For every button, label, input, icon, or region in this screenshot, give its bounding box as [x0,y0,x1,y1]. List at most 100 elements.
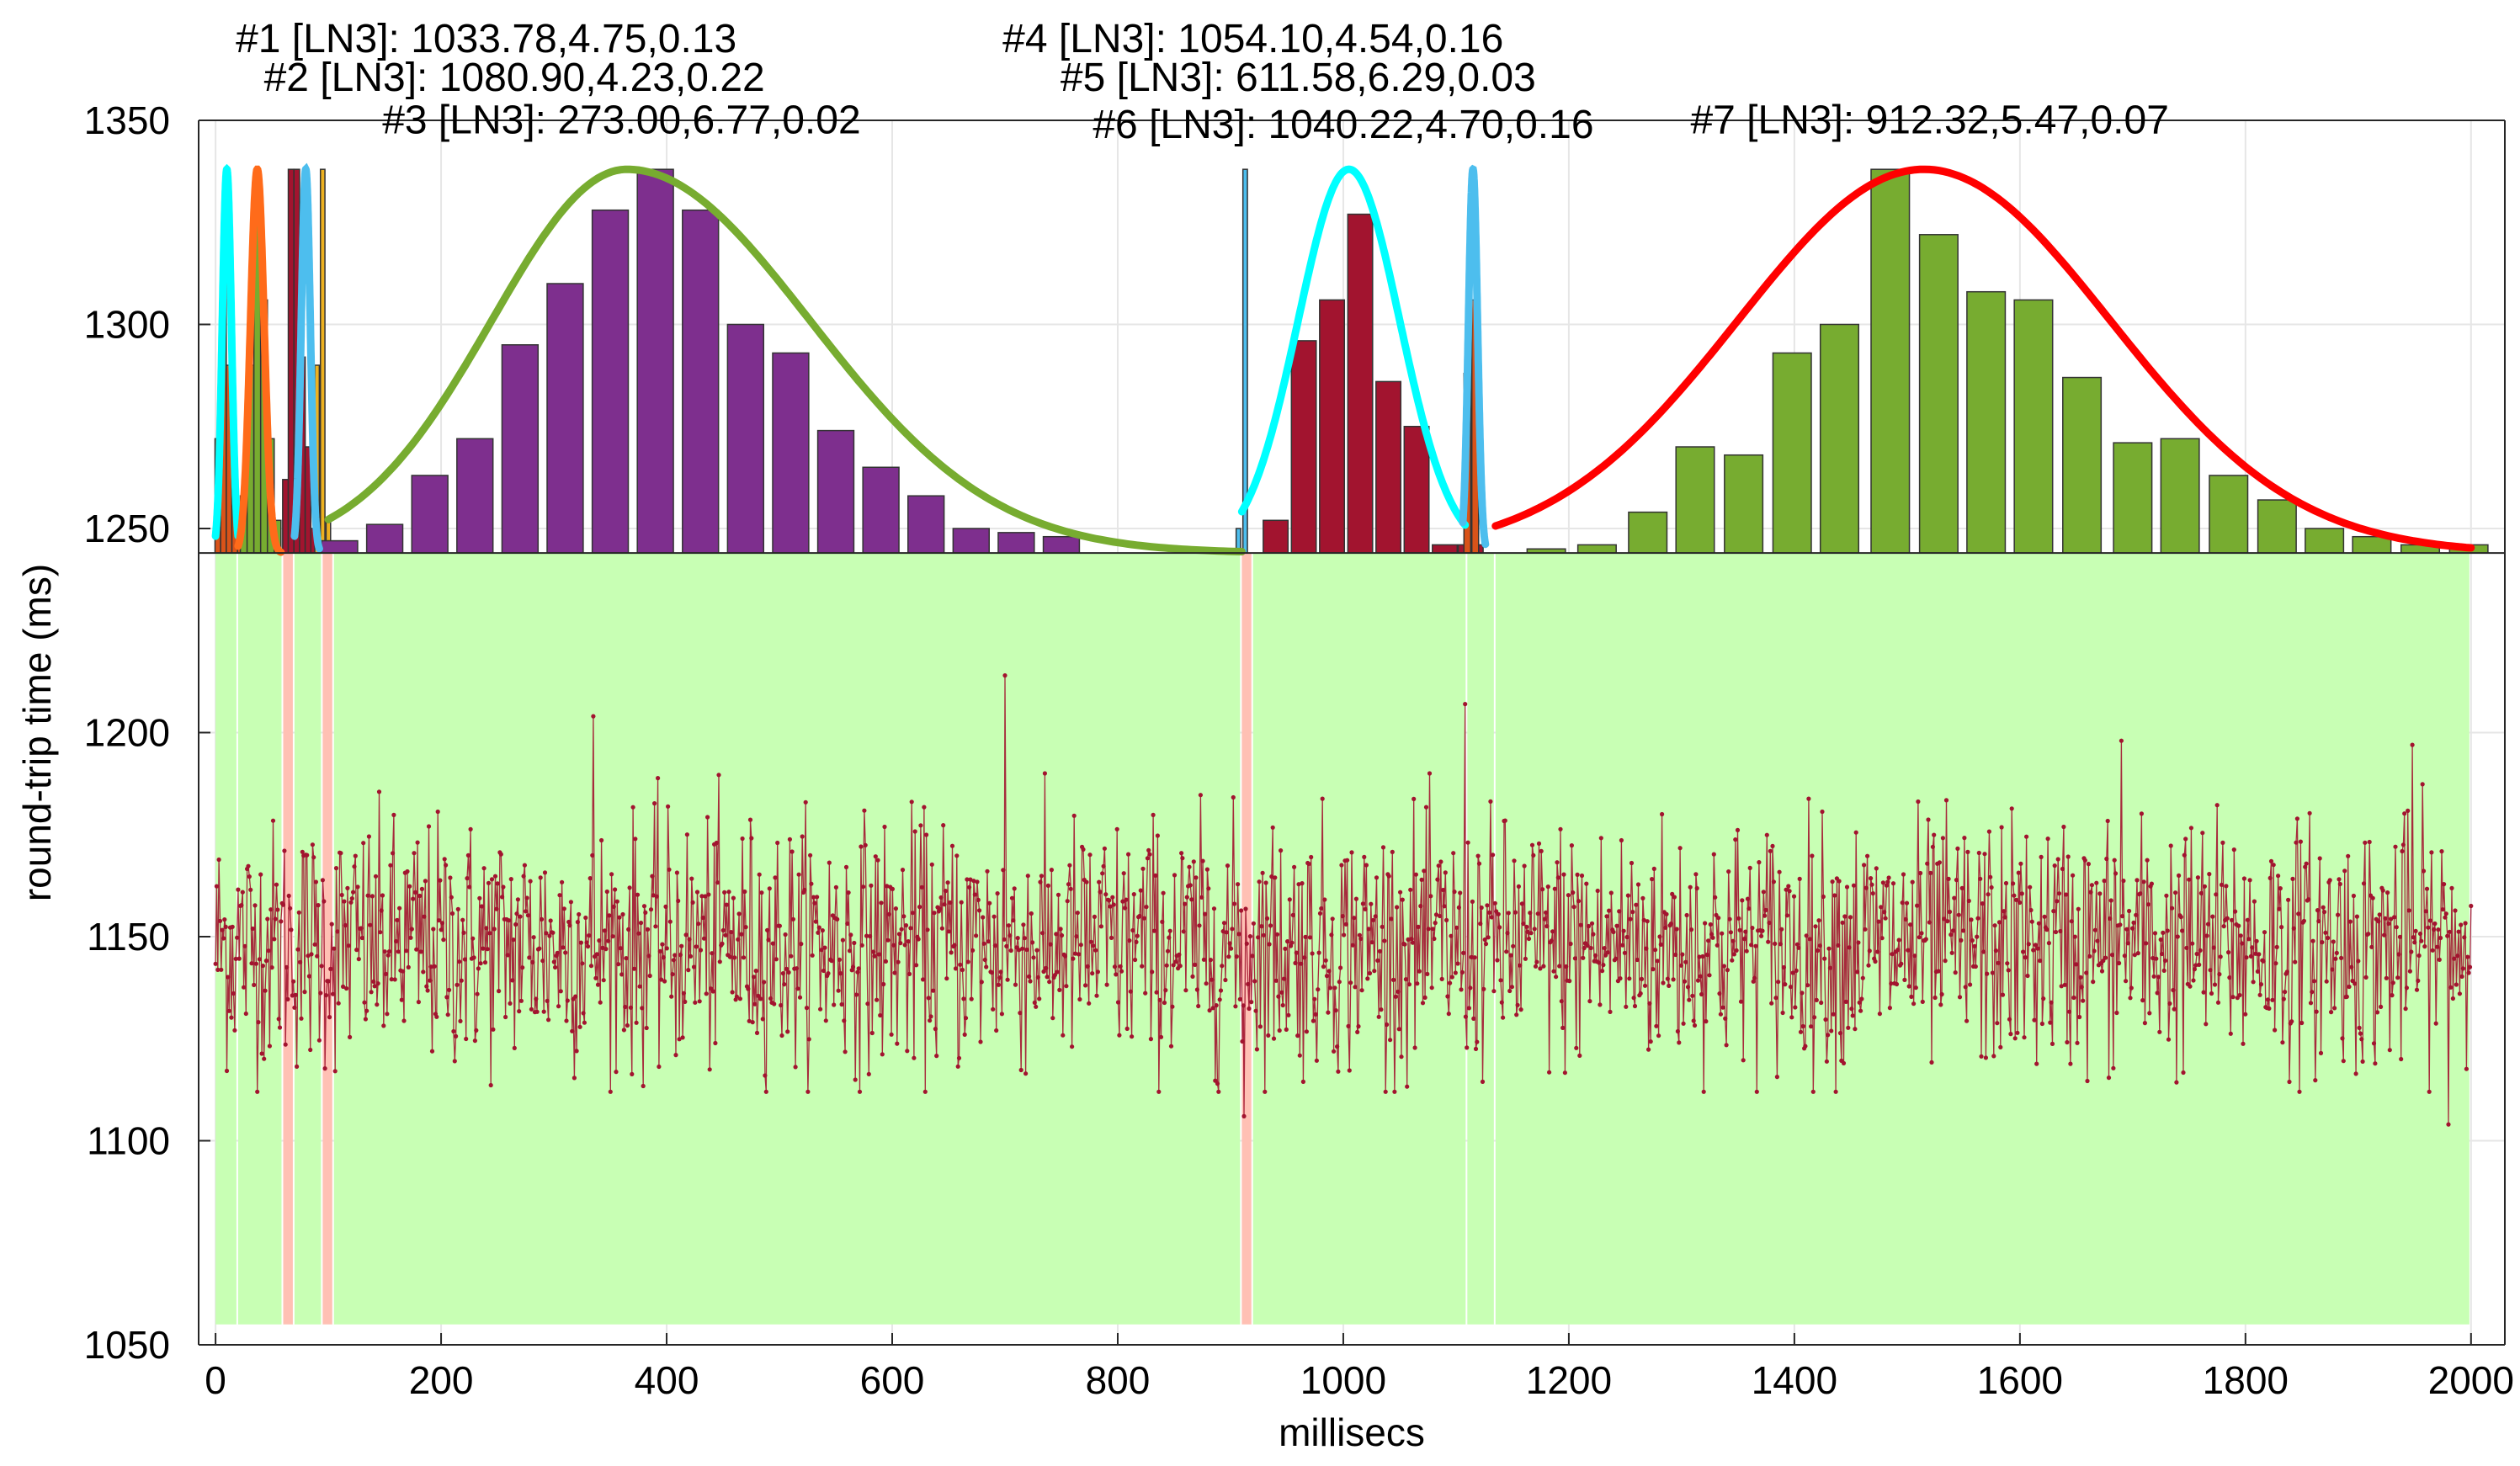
series-point [1749,943,1754,948]
series-point [468,826,473,832]
series-point [1777,869,1782,874]
series-point [1247,1006,1252,1012]
series-point [617,915,622,920]
series-point [1234,954,1239,959]
series-point [1021,922,1026,927]
series-point [1184,895,1189,900]
series-point [660,942,665,947]
series-point [1710,935,1715,940]
series-point [1842,914,1847,919]
series-point [1270,825,1275,830]
series-point [1164,963,1169,968]
series-point [1697,954,1702,959]
series-point [217,918,223,923]
series-point [839,1001,844,1007]
series-point [503,1014,508,1020]
series-point [818,1007,823,1012]
series-point [1790,970,1795,975]
series-point [1805,983,1810,988]
series-point [1578,922,1583,927]
series-point [1499,1000,1504,1005]
series-point [2390,993,2395,998]
series-point [1585,943,1590,948]
series-point [1157,997,1162,1002]
series-point [1083,983,1088,988]
series-point [885,884,890,889]
series-point [1446,1012,1451,1017]
series-point [1753,943,1758,948]
series-point [1793,1005,1798,1010]
series-point [2331,939,2336,944]
series-point [1339,863,1344,868]
series-point [2036,921,2041,926]
series-point [2314,1009,2319,1014]
series-point [1385,1022,1390,1028]
series-point [890,886,895,891]
series-point [2273,1028,2278,1033]
series-point [1794,968,1799,973]
series-point [732,955,737,960]
series-point [1108,935,1114,940]
series-point [1020,946,1025,951]
series-point [815,895,820,900]
series-point [513,922,518,927]
series-point [729,930,734,935]
series-point [651,893,656,898]
series-point [1741,937,1747,942]
series-point [853,992,859,997]
series-point [269,965,274,970]
series-point [1085,964,1090,969]
series-point [2077,1014,2082,1020]
series-point [2277,906,2282,911]
series-point [683,999,688,1004]
series-point [784,966,789,971]
series-point [547,933,552,938]
series-point [1346,1023,1351,1028]
series-point [1200,858,1205,863]
series-point [2065,1039,2070,1045]
x-tick-label: 1800 [2203,1358,2289,1402]
histograms [214,168,2489,554]
series-point [805,1089,811,1094]
series-point [1306,861,1311,867]
series-point [875,997,880,1002]
series-point [1092,914,1097,919]
series-point [363,1017,368,1022]
series-point [1049,868,1054,873]
series-point [2005,961,2010,966]
series-point [850,964,856,969]
series-point [2374,1010,2380,1015]
series-point [587,876,593,881]
series-point [598,1000,603,1005]
series-point [847,948,853,953]
series-point [1034,948,1039,953]
series-point [2336,912,2341,917]
series-point [1458,890,1463,895]
series-point [741,955,747,960]
series-point [925,927,930,932]
series-point [976,897,981,902]
series-point [265,916,270,922]
series-point [2151,955,2156,961]
series-point [1165,948,1171,953]
series-point [524,909,529,914]
series-point [1618,976,1623,981]
series-point [2409,949,2414,954]
series-point [1114,826,1119,831]
series-point [2349,964,2354,969]
series-point [395,917,400,922]
x-tick-label: 1400 [1752,1358,1837,1402]
series-point [1268,923,1273,928]
series-point [1438,859,1443,864]
series-point [1389,916,1394,922]
series-point [1939,991,1944,997]
series-point [414,947,419,952]
series-point [679,943,684,948]
series-point [821,968,827,974]
series-point [1789,1015,1794,1020]
histogram-bar [2062,376,2103,554]
series-point [856,966,861,971]
series-point [1138,888,1143,893]
series-point [2238,933,2243,938]
series-point [1263,880,1268,885]
